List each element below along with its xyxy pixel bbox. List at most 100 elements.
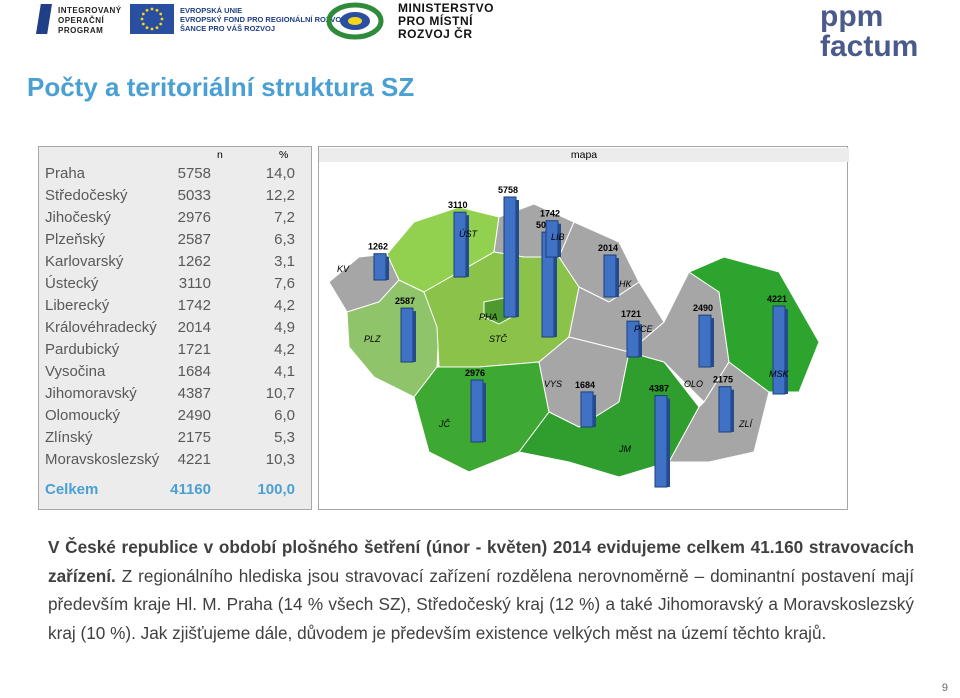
- map-title: mapa: [319, 148, 849, 162]
- region-label: ÚST: [459, 229, 479, 239]
- row-name: Královéhradecký: [45, 319, 157, 336]
- bar-PHA: [503, 196, 517, 318]
- bar-side-ÚST: [466, 215, 469, 277]
- bar-value-label: 1721: [621, 309, 641, 319]
- bar-HK: [603, 254, 617, 298]
- row-n: 3110: [178, 275, 211, 292]
- row-name: Jihočeský: [45, 209, 111, 226]
- bar-side-PHA: [516, 200, 519, 317]
- row-n: 2976: [177, 209, 211, 226]
- iop-logo-mark: [36, 4, 52, 34]
- bar-ZLÍ: [718, 386, 732, 433]
- row-pct: 7,2: [274, 209, 295, 226]
- bar-value-label: 1742: [540, 209, 560, 219]
- row-name: Praha: [45, 165, 86, 182]
- row-name: Vysočina: [45, 363, 106, 380]
- eu-flag-icon: [130, 4, 174, 34]
- table-row: Plzeňský 2587 6,3: [39, 231, 313, 253]
- row-name: Karlovarský: [45, 253, 124, 270]
- table-row: Liberecký 1742 4,2: [39, 297, 313, 319]
- bar-JM: [654, 395, 668, 488]
- table-row: Jihočeský 2976 7,2: [39, 209, 313, 231]
- row-pct: 4,1: [274, 363, 295, 380]
- bar-side-PCE: [639, 324, 642, 357]
- row-n: 5033: [177, 187, 211, 204]
- row-pct: 10,7: [265, 385, 295, 402]
- row-n: 2587: [177, 231, 211, 248]
- row-n: 2490: [177, 407, 211, 424]
- table-row: Praha 5758 14,0: [39, 165, 313, 187]
- row-pct: 6,0: [274, 407, 295, 424]
- bar-value-label: 1262: [368, 242, 388, 252]
- bar-JČ: [470, 379, 484, 443]
- bar-side-JM: [667, 398, 670, 487]
- region-label: VYS: [544, 379, 562, 389]
- bar-OLO: [698, 314, 712, 368]
- region-label: PCE: [634, 324, 654, 334]
- table-row: Vysočina 1684 4,1: [39, 363, 313, 385]
- page-number: 9: [941, 682, 948, 694]
- row-n: 4387: [177, 385, 211, 402]
- row-name: Zlínský: [45, 429, 93, 446]
- col-header-n: n: [217, 149, 223, 161]
- summary-bold: V České republice v období plošného šetř…: [48, 537, 914, 586]
- total-n: 41160: [170, 481, 211, 498]
- row-pct: 4,2: [274, 341, 295, 358]
- row-name: Ústecký: [45, 275, 99, 292]
- row-n: 1262: [177, 253, 211, 270]
- row-pct: 10,3: [265, 451, 295, 468]
- bar-value-label: 4387: [649, 384, 669, 394]
- bar-value-label: 2490: [693, 303, 713, 313]
- table-row: Jihomoravský 4387 10,7: [39, 385, 313, 407]
- bar-PLZ: [400, 307, 414, 363]
- row-pct: 14,0: [265, 165, 295, 182]
- region-map: mapa 1262KV2587PLZ3110ÚST2976JČ5758PHA50…: [318, 146, 849, 510]
- region-label: OLO: [684, 379, 703, 389]
- row-name: Moravskoslezský: [45, 451, 160, 468]
- col-header-pct: %: [279, 149, 289, 161]
- row-name: Plzeňský: [45, 231, 106, 248]
- row-name: Pardubický: [45, 341, 120, 358]
- bar-value-label: 2587: [395, 296, 415, 306]
- row-n: 1684: [177, 363, 211, 380]
- bar-side-HK: [616, 258, 619, 297]
- bar-side-ZLÍ: [731, 389, 734, 432]
- bar-value-label: 4221: [767, 294, 787, 304]
- region-label: LIB: [551, 232, 565, 242]
- region-label: JM: [618, 444, 632, 454]
- bar-side-VYS: [593, 394, 596, 427]
- total-pct: 100,0: [257, 481, 295, 498]
- table-row: Karlovarský 1262 3,1: [39, 253, 313, 275]
- region-label: PHA: [479, 312, 498, 322]
- region-table: n % Praha 5758 14,0 Středočeský 5033 12,2 Jiho…: [38, 146, 312, 510]
- ppm-factum-logo: ppm factum: [820, 2, 950, 62]
- region-label: ZLÍ: [738, 419, 754, 429]
- table-row: Středočeský 5033 12,2: [39, 187, 313, 209]
- eu-logo-text: EVROPSKÁ UNIE EVROPSKÝ FOND PRO REGIONÁL…: [180, 6, 346, 33]
- row-pct: 4,2: [274, 297, 295, 314]
- region-label: KV: [337, 264, 350, 274]
- bar-side-KV: [386, 256, 389, 280]
- table-row: Královéhradecký 2014 4,9: [39, 319, 313, 341]
- bar-value-label: 2014: [598, 243, 618, 253]
- row-name: Jihomoravský: [45, 385, 137, 402]
- bar-MSK: [772, 305, 786, 395]
- row-pct: 3,1: [274, 253, 295, 270]
- row-n: 5758: [177, 165, 211, 182]
- row-pct: 4,9: [274, 319, 295, 336]
- row-pct: 12,2: [265, 187, 295, 204]
- table-total-row: Celkem 41160 100,0: [39, 481, 313, 503]
- bar-value-label: 1684: [575, 380, 595, 390]
- bar-ÚST: [453, 211, 467, 278]
- total-name: Celkem: [45, 481, 99, 498]
- row-n: 4221: [177, 451, 211, 468]
- region-label: PLZ: [364, 334, 381, 344]
- row-pct: 7,6: [274, 275, 295, 292]
- mmr-logo-text: MINISTERSTVO PRO MÍSTNÍ ROZVOJ ČR: [398, 1, 495, 41]
- region-label: JČ: [438, 419, 451, 429]
- summary-rest: Z regionálního hlediska jsou stravovací …: [48, 565, 914, 643]
- table-row: Ústecký 3110 7,6: [39, 275, 313, 297]
- row-pct: 5,3: [274, 429, 295, 446]
- region-label: HK: [619, 279, 632, 289]
- row-n: 2175: [177, 429, 211, 446]
